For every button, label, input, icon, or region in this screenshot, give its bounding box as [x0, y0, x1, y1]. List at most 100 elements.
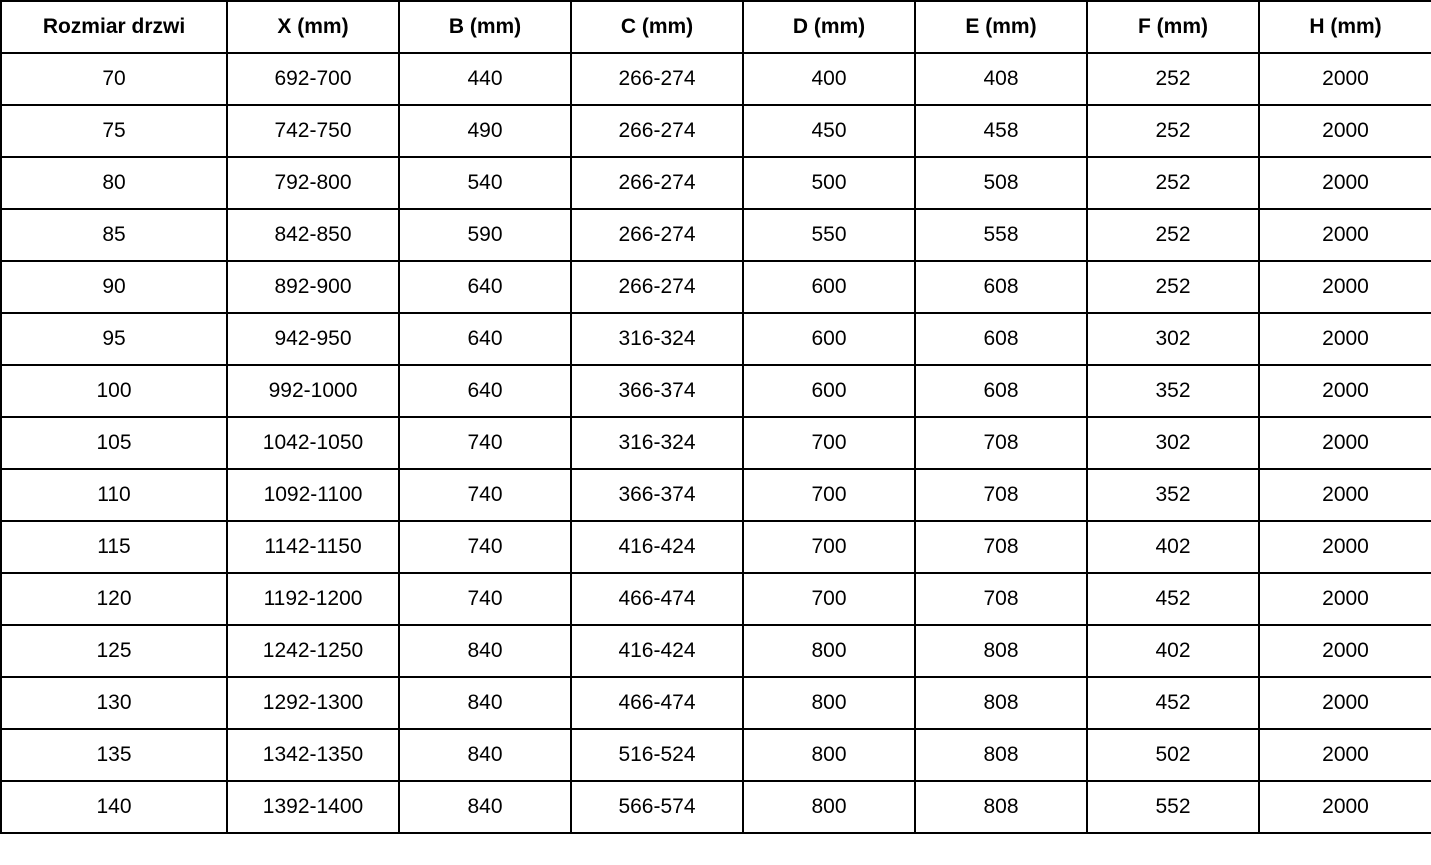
- table-cell: 640: [398, 260, 572, 314]
- table-cell: 540: [398, 156, 572, 210]
- table-cell: 416-424: [570, 520, 744, 574]
- table-cell: 2000: [1258, 728, 1431, 782]
- table-cell: 708: [914, 572, 1088, 626]
- column-header: Rozmiar drzwi: [0, 0, 228, 54]
- table-cell: 708: [914, 416, 1088, 470]
- table-cell: 708: [914, 468, 1088, 522]
- table-cell: 2000: [1258, 468, 1431, 522]
- table-cell: 110: [0, 468, 228, 522]
- table-cell: 800: [742, 780, 916, 834]
- table-cell: 2000: [1258, 520, 1431, 574]
- table-row: 125 1242-1250 840 416-424 800 808 402 2000: [0, 624, 1431, 678]
- table-cell: 2000: [1258, 416, 1431, 470]
- table-cell: 2000: [1258, 208, 1431, 262]
- table-cell: 135: [0, 728, 228, 782]
- table-cell: 1142-1150: [226, 520, 400, 574]
- column-header: E (mm): [914, 0, 1088, 54]
- table-cell: 90: [0, 260, 228, 314]
- table-cell: 452: [1086, 572, 1260, 626]
- table-cell: 266-274: [570, 208, 744, 262]
- table-cell: 466-474: [570, 676, 744, 730]
- table-cell: 1292-1300: [226, 676, 400, 730]
- table-cell: 105: [0, 416, 228, 470]
- table-cell: 840: [398, 728, 572, 782]
- table-cell: 316-324: [570, 312, 744, 366]
- column-header: C (mm): [570, 0, 744, 54]
- table-row: 70 692-700 440 266-274 400 408 252 2000: [0, 52, 1431, 106]
- table-cell: 992-1000: [226, 364, 400, 418]
- table-cell: 942-950: [226, 312, 400, 366]
- table-cell: 792-800: [226, 156, 400, 210]
- table-cell: 502: [1086, 728, 1260, 782]
- table-cell: 740: [398, 520, 572, 574]
- table-cell: 740: [398, 416, 572, 470]
- table-cell: 400: [742, 52, 916, 106]
- table-cell: 130: [0, 676, 228, 730]
- table-cell: 2000: [1258, 572, 1431, 626]
- table-row: 120 1192-1200 740 466-474 700 708 452 2000: [0, 572, 1431, 626]
- table-cell: 516-524: [570, 728, 744, 782]
- table-row: 80 792-800 540 266-274 500 508 252 2000: [0, 156, 1431, 210]
- table-cell: 352: [1086, 364, 1260, 418]
- column-header: H (mm): [1258, 0, 1431, 54]
- table-cell: 600: [742, 260, 916, 314]
- table-cell: 640: [398, 312, 572, 366]
- table-cell: 2000: [1258, 104, 1431, 158]
- table-cell: 808: [914, 728, 1088, 782]
- table-row: 140 1392-1400 840 566-574 800 808 552 2000: [0, 780, 1431, 834]
- table-cell: 700: [742, 520, 916, 574]
- table-cell: 2000: [1258, 364, 1431, 418]
- table-row: 135 1342-1350 840 516-524 800 808 502 2000: [0, 728, 1431, 782]
- table-cell: 252: [1086, 260, 1260, 314]
- table-cell: 100: [0, 364, 228, 418]
- table-cell: 490: [398, 104, 572, 158]
- table-cell: 266-274: [570, 104, 744, 158]
- table-cell: 700: [742, 572, 916, 626]
- table-cell: 466-474: [570, 572, 744, 626]
- table-cell: 266-274: [570, 260, 744, 314]
- table-row: 130 1292-1300 840 466-474 800 808 452 2000: [0, 676, 1431, 730]
- table-cell: 2000: [1258, 260, 1431, 314]
- table-cell: 402: [1086, 520, 1260, 574]
- door-size-table: Rozmiar drzwi X (mm) B (mm) C (mm) D (mm) E (…: [0, 0, 1431, 834]
- table-cell: 115: [0, 520, 228, 574]
- table-cell: 266-274: [570, 156, 744, 210]
- table-cell: 352: [1086, 468, 1260, 522]
- table-cell: 800: [742, 676, 916, 730]
- table-cell: 558: [914, 208, 1088, 262]
- table-cell: 608: [914, 364, 1088, 418]
- table-row: 85 842-850 590 266-274 550 558 252 2000: [0, 208, 1431, 262]
- table-cell: 416-424: [570, 624, 744, 678]
- table-cell: 2000: [1258, 676, 1431, 730]
- table-cell: 692-700: [226, 52, 400, 106]
- table-cell: 366-374: [570, 364, 744, 418]
- table-cell: 1092-1100: [226, 468, 400, 522]
- table-cell: 808: [914, 676, 1088, 730]
- table-cell: 85: [0, 208, 228, 262]
- table-cell: 640: [398, 364, 572, 418]
- table-cell: 708: [914, 520, 1088, 574]
- table-cell: 408: [914, 52, 1088, 106]
- table-cell: 840: [398, 676, 572, 730]
- table-cell: 1242-1250: [226, 624, 400, 678]
- table-row: 105 1042-1050 740 316-324 700 708 302 2000: [0, 416, 1431, 470]
- table-cell: 266-274: [570, 52, 744, 106]
- table-cell: 366-374: [570, 468, 744, 522]
- table-cell: 842-850: [226, 208, 400, 262]
- table-row: 115 1142-1150 740 416-424 700 708 402 2000: [0, 520, 1431, 574]
- table-cell: 2000: [1258, 156, 1431, 210]
- table-header-row: Rozmiar drzwi X (mm) B (mm) C (mm) D (mm) E (…: [0, 0, 1431, 54]
- table-row: 90 892-900 640 266-274 600 608 252 2000: [0, 260, 1431, 314]
- table-cell: 508: [914, 156, 1088, 210]
- table-cell: 1042-1050: [226, 416, 400, 470]
- table-cell: 2000: [1258, 780, 1431, 834]
- column-header: D (mm): [742, 0, 916, 54]
- table-cell: 1342-1350: [226, 728, 400, 782]
- table-cell: 808: [914, 624, 1088, 678]
- column-header: F (mm): [1086, 0, 1260, 54]
- table-cell: 600: [742, 312, 916, 366]
- table-row: 100 992-1000 640 366-374 600 608 352 2000: [0, 364, 1431, 418]
- table-cell: 458: [914, 104, 1088, 158]
- table-cell: 550: [742, 208, 916, 262]
- table-cell: 140: [0, 780, 228, 834]
